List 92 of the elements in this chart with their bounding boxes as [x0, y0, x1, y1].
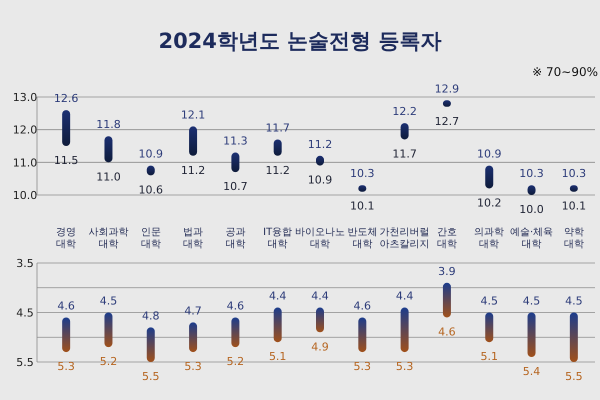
annotation: 4.5 [100, 294, 118, 308]
annotation: 5.3 [354, 360, 372, 374]
annotation: 12.1 [180, 108, 206, 122]
annotation: 5.4 [522, 365, 540, 378]
y-tick-label: 11.0 [12, 156, 38, 170]
annotation: 11.5 [54, 154, 78, 167]
bar [274, 308, 282, 342]
annotation: 10.9 [476, 148, 502, 161]
annotation: 10.1 [562, 200, 586, 213]
bar [485, 166, 494, 188]
x-tick-label: 반도체 대학 [347, 227, 378, 250]
y-tick-label: 13.0 [12, 91, 38, 104]
annotation: 4.6 [57, 299, 75, 312]
y-tick-label: 5.5 [16, 356, 34, 369]
annotation: 12.2 [392, 105, 417, 118]
annotation: 10.9 [138, 148, 164, 161]
annotation: 4.5 [480, 294, 498, 308]
annotation: 4.7 [184, 304, 202, 318]
annotation: 10.0 [519, 203, 544, 216]
x-tick-label: 예술·체육 대학 [510, 227, 554, 250]
bar [528, 312, 536, 358]
annotation: 4.4 [268, 290, 286, 303]
x-tick-label: 법과 대학 [183, 227, 204, 250]
annotation: 10.7 [223, 180, 248, 194]
annotation: 11.2 [308, 138, 332, 151]
annotation: 5.1 [480, 350, 498, 364]
annotation: 5.5 [565, 370, 583, 383]
y-tick-label: 12.0 [12, 124, 38, 137]
x-tick-label: 약학 대학 [564, 227, 584, 250]
annotation: 5.3 [396, 360, 414, 374]
bar [146, 327, 155, 362]
annotation: 11.2 [265, 164, 290, 177]
annotation: 4.5 [522, 294, 540, 308]
x-tick-label: 바이오나노 대학 [295, 227, 345, 250]
annotation: 10.6 [138, 183, 164, 196]
annotation: 5.2 [226, 355, 244, 368]
text: ※ 70~90% [532, 65, 598, 79]
annotation: 11.3 [223, 134, 248, 148]
annotation: 4.6 [226, 299, 244, 312]
bar [485, 312, 494, 342]
x-tick-label: 공과 대학 [225, 227, 246, 250]
y-tick-label: 3.5 [16, 257, 34, 270]
x-tick-label: IT융합 대학 [263, 227, 292, 250]
annotation: 5.3 [184, 360, 202, 374]
x-tick-label: 인문 대학 [140, 227, 161, 250]
bar [104, 136, 112, 162]
annotation: 11.7 [392, 147, 417, 160]
annotation: 12.9 [434, 82, 460, 96]
annotation: 12.6 [54, 92, 78, 106]
bar [189, 322, 198, 352]
annotation: 4.5 [565, 294, 583, 308]
annotation: 10.1 [350, 200, 375, 213]
annotation: 10.9 [308, 174, 332, 187]
annotation: 4.6 [354, 299, 372, 312]
annotation: 4.9 [311, 340, 329, 354]
annotation: 11.7 [265, 121, 290, 134]
annotation: 11.0 [96, 170, 121, 184]
annotation: 5.1 [268, 350, 286, 364]
x-tick-label: 가천리버럴 아츠칼리지 [380, 227, 430, 250]
y-tick-label: 4.5 [16, 306, 34, 320]
annotation: 4.4 [311, 290, 329, 303]
x-tick-label: 의과학 대학 [474, 227, 504, 250]
bar [358, 317, 366, 352]
x-tick-label: 경영 대학 [56, 227, 76, 250]
bar [570, 312, 578, 362]
annotation: 10.3 [562, 167, 586, 180]
bar [442, 282, 451, 318]
bar [231, 152, 240, 172]
bar [189, 126, 198, 156]
annotation: 10.2 [476, 196, 502, 210]
bar [316, 308, 324, 332]
annotation: 11.2 [180, 164, 206, 177]
x-tick-label: 사회과학 대학 [88, 227, 128, 250]
annotation: 12.7 [434, 114, 460, 128]
annotation: 4.8 [142, 309, 160, 322]
annotation: 4.4 [396, 290, 414, 303]
annotation: 4.6 [438, 325, 456, 338]
annotation: 5.5 [142, 370, 160, 383]
bar [231, 317, 240, 348]
bar [62, 317, 70, 352]
bar [400, 308, 409, 352]
annotation: 5.2 [100, 355, 118, 368]
annotation: 11.8 [96, 118, 121, 132]
y-tick-label: 10.0 [12, 189, 38, 202]
bar [104, 312, 112, 348]
annotation: 3.9 [438, 264, 456, 278]
annotation: 10.3 [350, 167, 375, 180]
x-tick-label: 간호 대학 [436, 227, 457, 250]
annotation: 5.3 [57, 360, 75, 374]
chart-title: 2024학년도 논술전형 등록자 [158, 29, 442, 53]
bar [62, 110, 70, 146]
annotation: 10.3 [519, 167, 544, 180]
